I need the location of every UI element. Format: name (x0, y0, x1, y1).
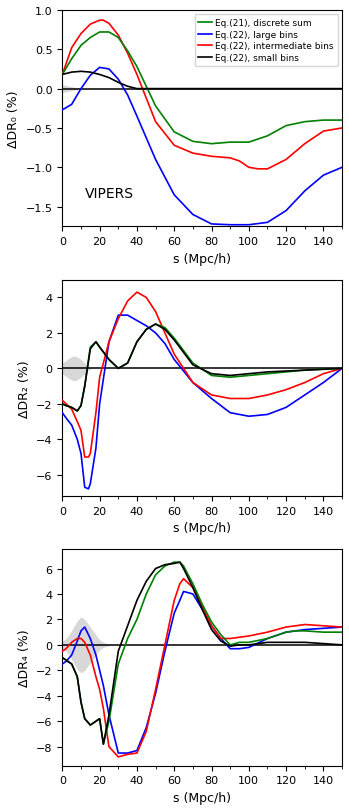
X-axis label: s (Mpc/h): s (Mpc/h) (173, 252, 231, 265)
Text: VIPERS: VIPERS (85, 187, 134, 201)
X-axis label: s (Mpc/h): s (Mpc/h) (173, 521, 231, 534)
Y-axis label: ΔDR₀ (%): ΔDR₀ (%) (7, 90, 20, 148)
Y-axis label: ΔDR₄ (%): ΔDR₄ (%) (17, 629, 31, 687)
X-axis label: s (Mpc/h): s (Mpc/h) (173, 791, 231, 804)
Y-axis label: ΔDR₂ (%): ΔDR₂ (%) (17, 359, 31, 417)
Legend: Eq.(21), discrete sum, Eq.(22), large bins, Eq.(22), intermediate bins, Eq.(22),: Eq.(21), discrete sum, Eq.(22), large bi… (195, 15, 337, 67)
